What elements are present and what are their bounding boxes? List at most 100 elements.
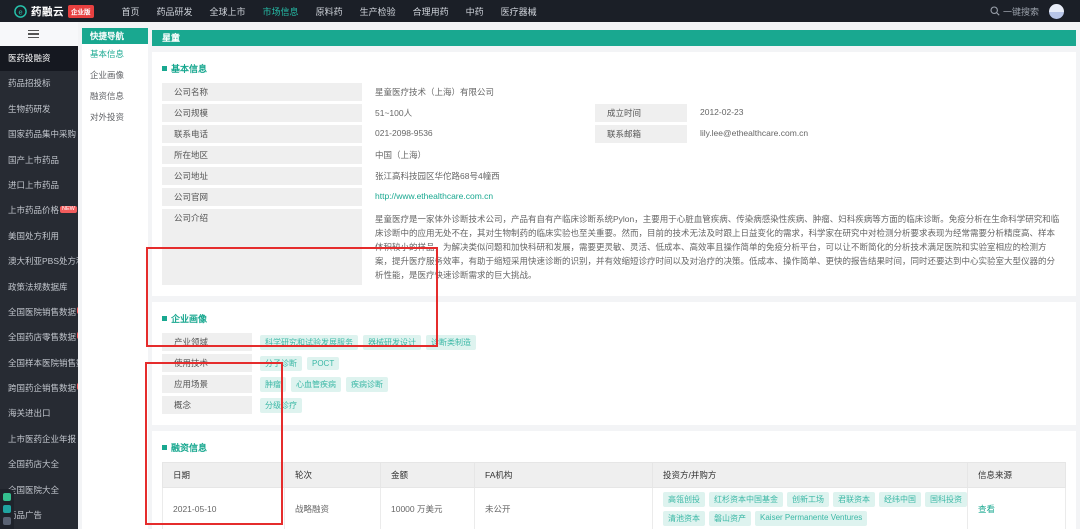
nav-item-全球上市[interactable]: 全球上市	[209, 6, 246, 17]
sidebar-item-政策法规数据库[interactable]: 政策法规数据库	[0, 275, 78, 300]
sidebar-item-跨国药企销售数据[interactable]: 跨国药企销售数据NEW	[0, 376, 78, 401]
quick-search-button[interactable]: 一键搜索	[990, 5, 1039, 18]
profile-row: 概念 分级诊疗	[162, 396, 1066, 415]
profile-label: 产业领域	[162, 333, 252, 352]
info-label: 公司名称	[162, 83, 362, 101]
main-menu: 首页 药品研发 全球上市 市场信息 原料药 生产检验 合理用药 中药 医疗器械	[122, 5, 537, 18]
hamburger-menu-icon[interactable]	[28, 28, 39, 41]
investor-tag[interactable]: 经纬中国	[879, 492, 921, 508]
new-badge: NEW	[77, 383, 78, 391]
sidebar-item-美国处方利用[interactable]: 美国处方利用	[0, 224, 78, 249]
info-value: lily.lee@ethealthcare.com.cn	[700, 128, 809, 138]
sidebar-item-药品广告[interactable]: 药品广告	[0, 503, 78, 528]
quicknav-item-基本信息[interactable]: 基本信息	[90, 49, 125, 59]
profile-row: 应用场景 肿瘤 心血管疾病 疾病诊断	[162, 375, 1066, 394]
sidebar-item-全国药店大全[interactable]: 全国药店大全	[0, 452, 78, 477]
new-badge: NEW	[77, 307, 78, 315]
nav-item-药品研发[interactable]: 药品研发	[156, 6, 193, 17]
floating-contact-widget[interactable]	[0, 489, 14, 529]
sidebar-item-药品招投标[interactable]: 药品招投标	[0, 71, 78, 96]
sidebar-item-澳大利亚PBS处方利用[interactable]: 澳大利亚PBS处方利用	[0, 249, 78, 274]
widget-dot-icon	[3, 505, 11, 513]
profile-tag[interactable]: 分子诊断	[260, 355, 302, 371]
section-bullet-icon	[162, 316, 167, 322]
profile-tag[interactable]: 科学研究和试验发展服务	[260, 334, 358, 350]
nav-item-中药[interactable]: 中药	[465, 6, 484, 17]
profile-rows: 产业领域 科学研究和试验发展服务 器械研发设计 诊断类制造 使用技术 分子诊断 POCT 应用…	[162, 333, 1066, 415]
sidebar-item-上市医药企业年报[interactable]: 上市医药企业年报	[0, 427, 78, 452]
info-label: 成立时间	[595, 104, 687, 122]
sidebar-item-label: 全国药店大全	[8, 459, 60, 470]
sidebar-item-label: 国产上市药品	[8, 154, 60, 165]
investor-tag[interactable]: 高瓴创投	[663, 492, 705, 508]
sidebar-item-label: 政策法规数据库	[8, 281, 68, 292]
investor-tag[interactable]: 创新工场	[787, 492, 829, 508]
profile-tag[interactable]: POCT	[307, 356, 340, 370]
sidebar-item-全国医院大全[interactable]: 全国医院大全	[0, 478, 78, 503]
quicknav-item-融资信息[interactable]: 融资信息	[90, 91, 125, 101]
company-tab[interactable]: 星童	[152, 30, 1076, 46]
nav-item-合理用药[interactable]: 合理用药	[412, 6, 449, 17]
investor-tag[interactable]: 红杉资本中国基金	[709, 492, 783, 508]
profile-tag[interactable]: 肿瘤	[260, 376, 286, 392]
investor-tag[interactable]: 磐山资产	[709, 511, 751, 527]
investor-tag[interactable]: Kaiser Permanente Ventures	[755, 511, 868, 527]
investor-tags: 高瓴创投 红杉资本中国基金 创新工场 君联资本 经纬中国 国科投资清池资本 磐山资产 Kais…	[663, 492, 967, 527]
user-avatar[interactable]	[1049, 3, 1064, 19]
info-value: 2012-02-23	[700, 107, 744, 117]
basic-info-rows: 公司名称 星童医疗技术（上海）有限公司 公司规模 51~100人 成立时间 2012-02…	[162, 83, 1066, 286]
info-value: 星童医疗技术（上海）有限公司	[375, 87, 495, 97]
sidebar-item-国家药品集中采购[interactable]: 国家药品集中采购	[0, 122, 78, 147]
funding-fa: 未公开	[474, 487, 653, 529]
nav-item-医疗器械[interactable]: 医疗器械	[500, 6, 537, 17]
profile-tag[interactable]: 心血管疾病	[291, 376, 341, 392]
profile-tag[interactable]: 分级诊疗	[260, 397, 302, 413]
sidebar-item-进口上市药品[interactable]: 进口上市药品	[0, 173, 78, 198]
info-label: 所在地区	[162, 146, 362, 164]
nav-item-原料药[interactable]: 原料药	[315, 6, 343, 17]
sidebar-item-海关进出口[interactable]: 海关进出口	[0, 401, 78, 426]
search-icon	[990, 6, 1000, 16]
profile-tag[interactable]: 疾病诊断	[346, 376, 388, 392]
quicknav-item-企业画像[interactable]: 企业画像	[90, 70, 125, 80]
view-source-link[interactable]: 查看	[978, 504, 996, 515]
funding-amount: 10000 万美元	[380, 487, 475, 529]
sidebar-item-全国药店零售数据[interactable]: 全国药店零售数据NEW	[0, 325, 78, 350]
sidebar-item-label: 全国样本医院销售数据	[8, 357, 78, 368]
logo-icon: e	[14, 4, 27, 18]
sidebar-item-生物药研发[interactable]: 生物药研发	[0, 97, 78, 122]
investor-tag[interactable]: 国科投资	[925, 492, 967, 508]
funding-column-header: FA机构	[474, 462, 653, 489]
funding-source: 查看	[967, 487, 1066, 529]
info-row: 公司官网 http://www.ethealthcare.com.cn	[162, 188, 1066, 206]
funding-date: 2021-05-10	[162, 487, 285, 529]
investor-tag[interactable]: 清池资本	[663, 511, 705, 527]
sidebar-item-医药投融资[interactable]: 医药投融资	[0, 46, 78, 72]
logo[interactable]: e 药融云 企业版	[0, 4, 94, 19]
logo-edition-badge: 企业版	[68, 4, 94, 18]
sidebar-item-全国医院销售数据[interactable]: 全国医院销售数据NEW	[0, 300, 78, 325]
nav-item-市场信息[interactable]: 市场信息	[262, 6, 299, 17]
nav-item-生产检验[interactable]: 生产检验	[359, 6, 396, 17]
widget-dot-icon	[3, 517, 11, 525]
quicknav-item-对外投资[interactable]: 对外投资	[90, 112, 125, 122]
funding-column-header: 日期	[162, 462, 285, 489]
company-website-link[interactable]: http://www.ethealthcare.com.cn	[375, 191, 494, 201]
svg-text:e: e	[18, 7, 22, 16]
profile-tag[interactable]: 诊断类制造	[426, 334, 476, 350]
quicknav-title: 快捷导航	[82, 28, 148, 44]
sidebar-item-国产上市药品[interactable]: 国产上市药品	[0, 148, 78, 173]
funding-table: 日期 轮次 金额 FA机构 投资方/并购方 信息来源 2021-05-10 战略融资 1000…	[162, 462, 1066, 529]
info-label: 公司官网	[162, 188, 362, 206]
sidebar-item-label: 生物药研发	[8, 103, 51, 114]
sidebar-item-上市药品价格[interactable]: 上市药品价格 NEW	[0, 198, 78, 223]
sidebar-item-label: 美国处方利用	[8, 230, 60, 241]
section-bullet-icon	[162, 445, 167, 451]
profile-label: 概念	[162, 396, 252, 415]
info-row: 公司介绍 星童医疗是一家体外诊断技术公司，产品有自有产临床诊断系统Pylon，主要…	[162, 209, 1066, 286]
investor-tag[interactable]: 君联资本	[833, 492, 875, 508]
nav-item-首页[interactable]: 首页	[121, 6, 140, 17]
sidebar-item-全国样本医院销售数据[interactable]: 全国样本医院销售数据NEW	[0, 351, 78, 376]
profile-tag[interactable]: 器械研发设计	[363, 334, 421, 350]
